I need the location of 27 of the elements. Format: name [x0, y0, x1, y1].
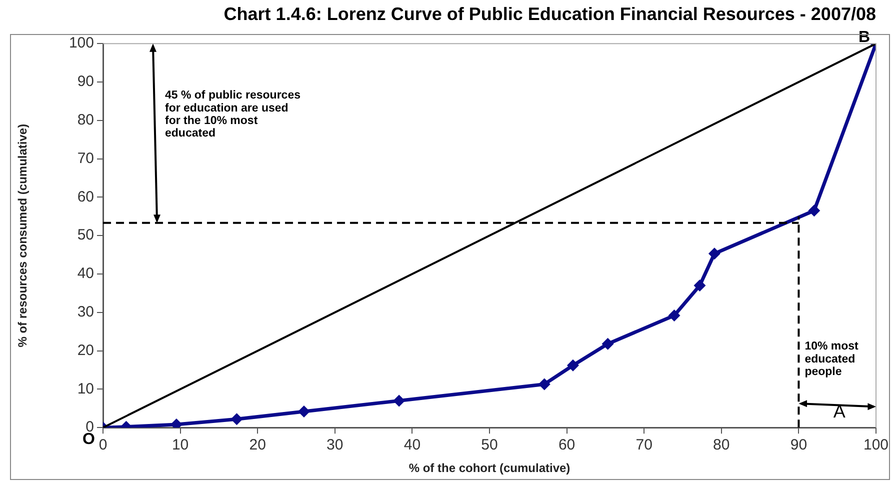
annotation: 10% most educated people: [804, 340, 859, 378]
annotation: 45 % of public resources for education are used for the 10% most educated: [165, 90, 300, 140]
x-tick-label: 80: [713, 436, 730, 454]
x-tick-label: 10: [172, 436, 189, 454]
y-tick-label: 60: [77, 188, 94, 206]
x-tick-label: 0: [98, 436, 108, 454]
annotation: A: [833, 402, 846, 422]
y-tick-label: 80: [77, 112, 94, 129]
y-tick-label: 10: [77, 380, 94, 398]
x-tick-label: 60: [558, 436, 576, 454]
x-tick-label: 30: [326, 436, 344, 454]
y-tick-label: 100: [68, 34, 94, 52]
x-tick-label: 20: [249, 436, 266, 454]
y-tick-label: 70: [77, 150, 94, 167]
y-tick-label: 40: [77, 265, 94, 282]
x-tick-label: 40: [404, 436, 421, 454]
x-tick-label: 70: [636, 436, 652, 454]
y-tick-label: 20: [77, 342, 94, 359]
x-tick-label: 100: [863, 436, 889, 454]
y-tick-label: 30: [77, 304, 94, 321]
x-tick-label: 90: [790, 436, 808, 454]
x-axis-title: % of the cohort (cumulative): [408, 461, 570, 476]
y-tick-label: 90: [77, 73, 94, 90]
chart-title: Chart 1.4.6: Lorenz Curve of Public Education Financial Resources - 2007/08: [224, 4, 876, 24]
x-tick-label: 50: [481, 436, 498, 454]
y-tick-label: 50: [77, 226, 94, 244]
y-axis-title: % of resources consumed (cumulative): [16, 124, 30, 348]
